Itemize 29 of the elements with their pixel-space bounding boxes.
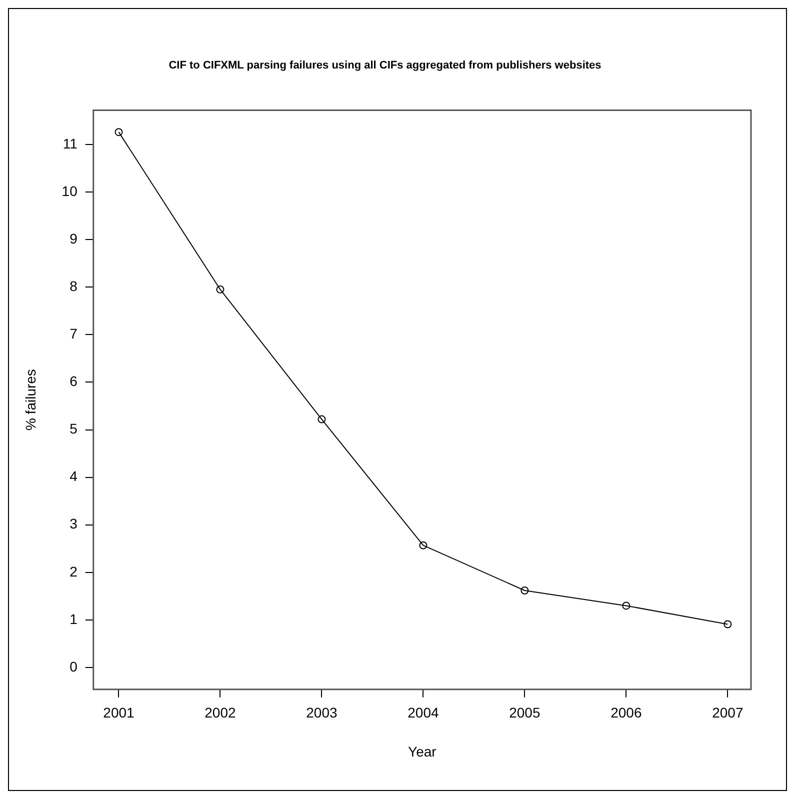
x-axis-title: Year	[408, 743, 437, 760]
point	[114, 128, 123, 136]
y-tick-label: 11	[62, 135, 78, 152]
point	[419, 541, 428, 550]
y-axis-title: % failures	[22, 369, 38, 431]
x-tick-label: 2005	[509, 704, 540, 721]
y-tick-label: 10	[62, 182, 78, 199]
point	[724, 620, 732, 628]
y-tick-label: 0	[70, 658, 78, 674]
y-tick-label: 1	[70, 610, 78, 627]
y-tick-label: 9	[70, 230, 78, 246]
point	[622, 602, 630, 610]
x-tick-label: 2002	[204, 704, 236, 721]
chart-title: CIF to CIFXML parsing failures using all CIFs aggregated from publishers websites	[168, 60, 602, 72]
y-tick-label: 4	[70, 468, 78, 484]
y-tick-label: 5	[70, 420, 78, 437]
x-tick-label: 2006	[610, 704, 642, 721]
y-tick-label: 3	[70, 516, 78, 532]
x-tick-label: 2004	[408, 704, 439, 721]
point	[318, 415, 326, 424]
y-tick-label: 8	[70, 278, 78, 294]
y-tick-label: 2	[70, 563, 78, 580]
y-tick-label: 6	[70, 373, 78, 390]
x-tick-label: 2007	[712, 704, 744, 721]
x-tick-label: 2003	[306, 704, 338, 721]
point	[216, 285, 224, 294]
x-tick-label: 2001	[103, 704, 135, 721]
y-tick-label: 7	[70, 326, 78, 342]
point	[520, 586, 529, 594]
